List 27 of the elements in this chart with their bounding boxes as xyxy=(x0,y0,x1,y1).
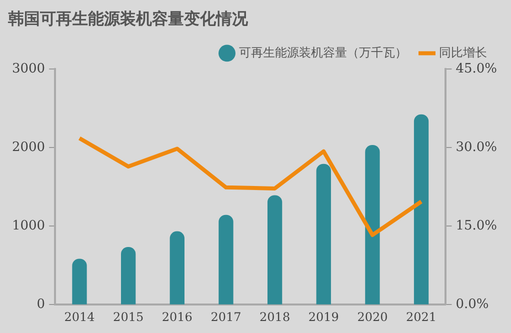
y2-tick-label: 45.0% xyxy=(456,62,498,77)
x-tick-label: 2015 xyxy=(113,310,144,324)
x-tick-label: 2014 xyxy=(64,310,96,324)
x-tick-label: 2020 xyxy=(357,310,388,324)
bar xyxy=(316,164,331,304)
chart-title: 韩国可再生能源装机容量变化情况 xyxy=(7,8,249,28)
legend-label: 可再生能源装机容量（万千瓦） xyxy=(239,45,407,60)
bar xyxy=(267,195,282,304)
y2-tick-label: 30.0% xyxy=(456,140,498,156)
y-tick-label: 3000 xyxy=(12,62,46,77)
bar xyxy=(365,144,380,304)
bar xyxy=(170,231,184,304)
y-tick-label: 0 xyxy=(36,296,46,312)
y-tick-label: 1000 xyxy=(12,218,46,234)
bar xyxy=(120,246,136,304)
bar xyxy=(414,114,429,304)
x-tick-label: 2018 xyxy=(260,310,290,324)
x-tick-label: 2019 xyxy=(308,310,339,324)
y-tick-label: 2000 xyxy=(12,140,46,156)
legend-label: 同比增长 xyxy=(439,45,487,60)
bar xyxy=(72,258,87,304)
bar xyxy=(218,214,234,304)
y2-tick-label: 15.0% xyxy=(456,218,498,234)
y2-tick-label: 0.0% xyxy=(456,296,489,312)
x-tick-label: 2017 xyxy=(210,310,242,324)
x-tick-label: 2021 xyxy=(406,310,437,324)
x-tick-label: 2016 xyxy=(162,310,192,324)
